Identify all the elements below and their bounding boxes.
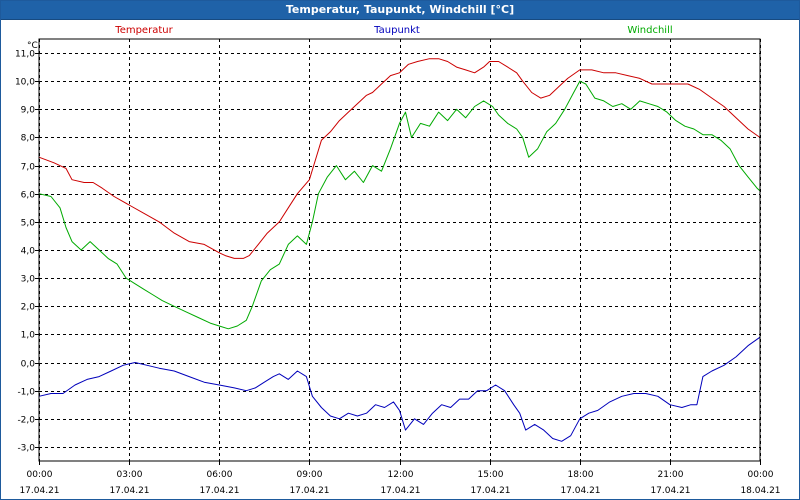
title-bar: Temperatur, Taupunkt, Windchill [°C] (1, 1, 799, 20)
x-tick-time-label: 15:00 (478, 470, 504, 480)
x-tick-time-label: 18:00 (568, 470, 594, 480)
x-tick-time-label: 03:00 (117, 470, 143, 480)
y-tick-label: 1,0 (21, 331, 36, 341)
legend-label-windchill: Windchill (627, 25, 672, 36)
x-tick-date-label: 17.04.21 (109, 486, 149, 496)
x-tick-time-label: 21:00 (658, 470, 684, 480)
series-line-windchill (38, 80, 761, 330)
x-tick-date-label: 18.04.21 (740, 486, 780, 496)
legend-layer: Temperatur Taupunkt Windchill (114, 25, 672, 36)
series-line-temperatur (38, 58, 761, 259)
x-tick-time-label: 09:00 (297, 470, 323, 480)
x-tick-date-label: 17.04.21 (199, 486, 239, 496)
y-tick-label: 6,0 (21, 191, 36, 201)
y-tick-label: 8,0 (21, 134, 36, 144)
axis-layer: 11,0 10,0 9,0 8,0 7,0 6,0 5,0 4,0 3,0 2,0 1,0 0,0 -1… (15, 41, 781, 496)
y-tick-label: 2,0 (21, 303, 36, 313)
legend-label-temperatur: Temperatur (114, 25, 173, 36)
x-tick-time-label: 00:00 (27, 470, 53, 480)
x-tick-date-label: 17.04.21 (19, 486, 59, 496)
y-tick-label: 5,0 (21, 219, 36, 229)
y-tick-label: 10,0 (15, 78, 35, 88)
x-tick-time-label: 12:00 (388, 470, 414, 480)
y-tick-label: 3,0 (21, 275, 36, 285)
y-tick-label: 9,0 (21, 106, 36, 116)
y-tick-label: 11,0 (15, 50, 35, 60)
window-title: Temperatur, Taupunkt, Windchill [°C] (285, 3, 515, 16)
y-axis-label: °C (27, 41, 38, 51)
x-tick-time-label: 06:00 (207, 470, 233, 480)
y-tick-label: 7,0 (21, 163, 36, 173)
x-tick-date-label: 17.04.21 (650, 486, 690, 496)
grid-layer (39, 39, 761, 461)
series-line-taupunkt (38, 336, 761, 442)
y-tick-label: 4,0 (21, 247, 36, 257)
series-layer (38, 58, 761, 442)
y-tick-label: -1,0 (17, 388, 35, 398)
legend-label-taupunkt: Taupunkt (373, 25, 420, 36)
x-tick-date-label: 17.04.21 (470, 486, 510, 496)
y-tick-label: -2,0 (17, 416, 35, 426)
y-tick-label: -3,0 (17, 444, 35, 454)
x-tick-date-label: 17.04.21 (560, 486, 600, 496)
x-tick-time-label: 00:00 (748, 470, 774, 480)
x-tick-date-label: 17.04.21 (380, 486, 420, 496)
x-tick-date-label: 17.04.21 (289, 486, 329, 496)
y-tick-label: 0,0 (21, 360, 36, 370)
